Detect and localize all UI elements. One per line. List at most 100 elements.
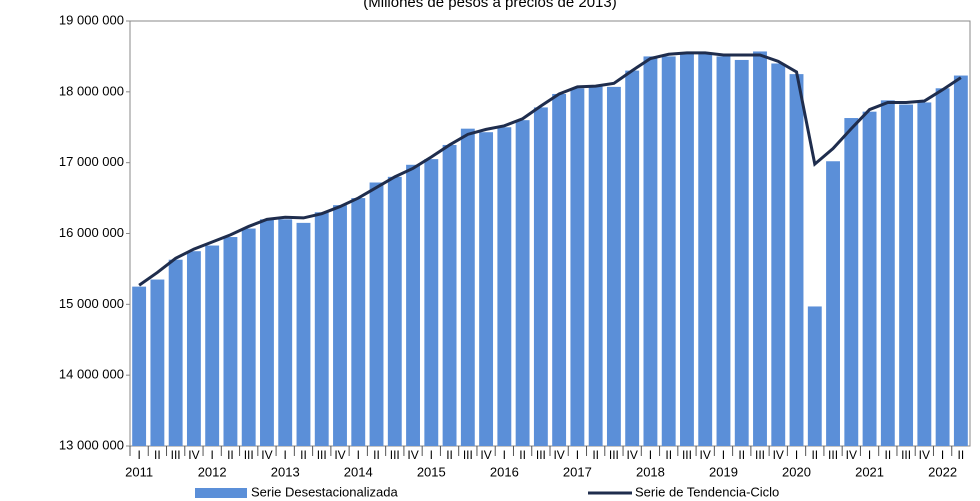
bar [479, 132, 494, 447]
x-tick-label: IV [700, 448, 711, 462]
bar [314, 212, 329, 446]
bar [844, 118, 859, 447]
year-label: 2021 [855, 464, 884, 479]
x-tick-label: I [576, 448, 579, 462]
bar [953, 75, 968, 447]
x-tick-label: III [463, 448, 473, 462]
x-tick-label: IV [188, 448, 199, 462]
bar [497, 127, 512, 446]
x-tick-label: II [958, 448, 965, 462]
bar [771, 63, 786, 446]
bar [935, 88, 950, 447]
y-tick-label: 13 000 000 [59, 437, 124, 452]
legend-label: Serie Desestacionalizada [251, 484, 398, 499]
x-tick-label: II [300, 448, 307, 462]
x-tick-label: I [503, 448, 506, 462]
x-tick-label: IV [261, 448, 272, 462]
x-tick-label: III [244, 448, 254, 462]
bar [899, 104, 914, 446]
year-label: 2014 [344, 464, 373, 479]
x-tick-label: III [755, 448, 765, 462]
bar [260, 219, 274, 446]
bar [351, 198, 366, 446]
legend-swatch [195, 488, 247, 498]
bar [515, 120, 530, 447]
year-label: 2018 [636, 464, 665, 479]
x-tick-label: II [446, 448, 453, 462]
bar [862, 111, 877, 447]
bar [734, 59, 749, 446]
bar [753, 51, 767, 446]
x-tick-label: IV [553, 448, 564, 462]
bar [570, 88, 585, 447]
trend-line [138, 51, 962, 287]
bar [625, 70, 640, 446]
bar [661, 56, 676, 447]
legend-label: Serie de Tendencia-Ciclo [635, 484, 779, 499]
year-label: 2017 [563, 464, 592, 479]
x-tick-label: I [868, 448, 871, 462]
year-label: 2016 [490, 464, 519, 479]
bar [680, 52, 694, 446]
x-tick-label: I [284, 448, 287, 462]
x-tick-label: II [519, 448, 526, 462]
x-tick-label: III [609, 448, 619, 462]
bar [369, 182, 384, 446]
year-label: 2019 [709, 464, 738, 479]
x-tick-label: III [682, 448, 692, 462]
y-tick-label: 18 000 000 [59, 83, 124, 98]
bar [826, 161, 840, 446]
bar [880, 100, 895, 446]
x-tick-label: IV [407, 448, 418, 462]
bar [241, 228, 256, 446]
year-label: 2015 [417, 464, 446, 479]
x-tick-label: III [901, 448, 911, 462]
y-tick-label: 17 000 000 [59, 154, 124, 169]
x-tick-label: IV [334, 448, 345, 462]
bar [168, 259, 183, 446]
year-label: 2013 [271, 464, 300, 479]
bar [186, 251, 201, 446]
x-tick-label: IV [627, 448, 638, 462]
bar [552, 93, 567, 446]
year-label: 2011 [125, 464, 153, 479]
x-tick-label: II [373, 448, 380, 462]
x-tick-label: I [430, 448, 433, 462]
y-tick-label: 15 000 000 [59, 296, 124, 311]
x-tick-label: II [665, 448, 672, 462]
bar [789, 74, 804, 446]
bar [150, 279, 165, 446]
x-tick-label: I [357, 448, 360, 462]
bar [917, 102, 932, 446]
bar [278, 219, 293, 446]
x-tick-label: II [592, 448, 599, 462]
bar [424, 159, 439, 446]
bar [205, 245, 220, 446]
x-tick-label: II [884, 448, 891, 462]
bar [588, 86, 603, 447]
bar [333, 205, 347, 446]
y-tick-label: 14 000 000 [59, 367, 124, 382]
chart-subtitle: (Millones de pesos a precios de 2013) [363, 0, 616, 11]
bar [716, 56, 731, 447]
x-tick-label: I [941, 448, 944, 462]
bar [533, 107, 548, 447]
x-tick-label: I [722, 448, 725, 462]
year-label: 2022 [928, 464, 957, 479]
bar [606, 86, 621, 446]
y-tick-label: 19 000 000 [59, 12, 124, 27]
x-tick-label: III [317, 448, 327, 462]
plot-frame [129, 20, 971, 447]
bar [132, 286, 147, 446]
bar [296, 222, 311, 446]
bar [643, 56, 658, 447]
x-tick-label: III [171, 448, 181, 462]
x-tick-label: II [811, 448, 818, 462]
bar [223, 237, 238, 446]
x-tick-label: III [828, 448, 838, 462]
x-tick-label: II [227, 448, 234, 462]
x-tick-label: II [154, 448, 161, 462]
bar [442, 144, 457, 447]
bar [460, 128, 475, 446]
